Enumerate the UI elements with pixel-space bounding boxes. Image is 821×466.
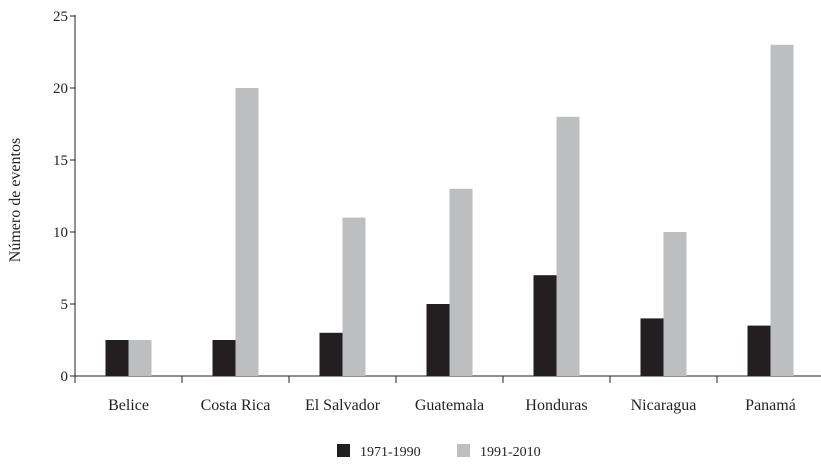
legend-swatch-1971-1990 [337, 444, 350, 457]
legend-label: 1971-1990 [360, 445, 421, 460]
bar-panam--1971-1990[interactable] [747, 325, 771, 376]
y-tick-label: 0 [61, 369, 69, 385]
legend-swatch-1991-2010 [457, 444, 470, 457]
bar-panam--1991-2010[interactable] [770, 44, 794, 377]
x-category-label: Panamá [745, 397, 796, 414]
x-category-label: Guatemala [415, 397, 484, 414]
bar-nicaragua-1991-2010[interactable] [663, 232, 687, 376]
bar-guatemala-1971-1990[interactable] [426, 304, 450, 376]
bar-costa-rica-1991-2010[interactable] [235, 88, 259, 376]
plot-area: 0 5 10 15 20 25 Belice Costa Rica El Salvador Gua… [53, 9, 821, 414]
y-tick-label: 20 [53, 81, 68, 97]
bar-guatemala-1991-2010[interactable] [449, 188, 473, 376]
y-tick-label: 10 [53, 225, 68, 241]
bar-honduras-1971-1990[interactable] [533, 275, 557, 376]
x-category-label: Nicaragua [631, 397, 697, 414]
x-category-label: Honduras [525, 397, 587, 414]
y-tick-label: 5 [61, 297, 69, 313]
bar-honduras-1991-2010[interactable] [556, 116, 580, 377]
bar-costa-rica-1971-1990[interactable] [212, 340, 236, 376]
y-tick-label: 15 [53, 153, 68, 169]
x-category-label: Belice [108, 397, 149, 414]
legend: 1971-1990 1991-2010 [337, 444, 541, 460]
bar-nicaragua-1971-1990[interactable] [640, 318, 664, 376]
bar-el-salvador-1971-1990[interactable] [319, 332, 343, 376]
bar-belice-1971-1990[interactable] [105, 340, 129, 376]
x-category-label: El Salvador [305, 397, 381, 414]
legend-label: 1991-2010 [480, 445, 541, 460]
x-category-label: Costa Rica [201, 397, 271, 414]
y-axis-title: Número de eventos [7, 138, 24, 262]
bar-el-salvador-1991-2010[interactable] [342, 217, 366, 376]
bar-belice-1991-2010[interactable] [128, 340, 152, 376]
y-tick-label: 25 [53, 9, 68, 25]
